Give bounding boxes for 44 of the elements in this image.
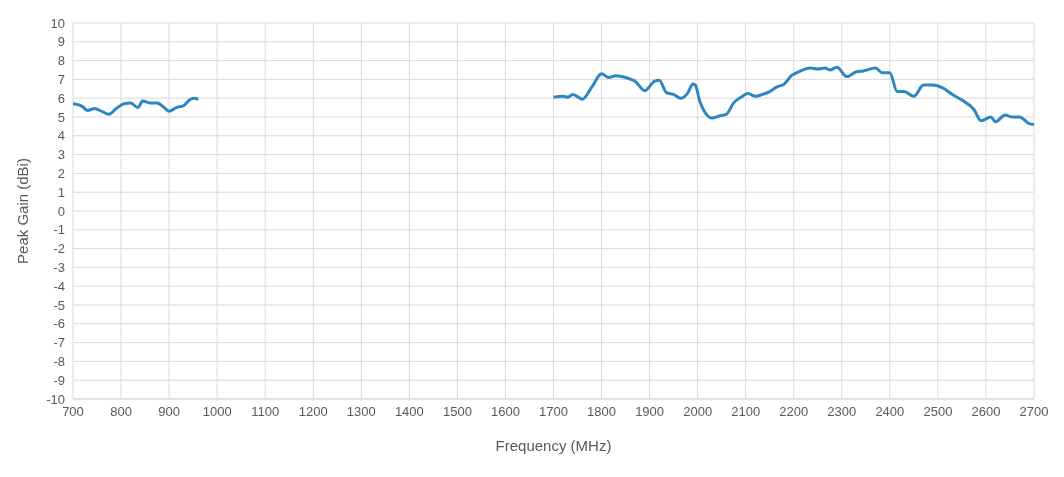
- x-tick-label: 2300: [827, 404, 857, 420]
- y-tick-label: -9: [53, 372, 65, 388]
- y-tick-label: 6: [57, 90, 65, 106]
- x-tick-label: 800: [110, 404, 132, 420]
- y-tick-label: 3: [57, 147, 65, 163]
- x-tick-label: 2700: [1019, 404, 1049, 420]
- x-tick-label: 1500: [442, 404, 472, 420]
- x-tick-label: 2400: [875, 404, 905, 420]
- x-tick-label: 1300: [346, 404, 376, 420]
- x-tick-label: 1900: [635, 404, 665, 420]
- x-tick-label: 2600: [971, 404, 1001, 420]
- x-tick-label: 2500: [923, 404, 953, 420]
- x-tick-label: 1000: [202, 404, 232, 420]
- y-tick-label: 9: [57, 34, 65, 50]
- y-axis-title: Peak Gain (dBi): [14, 158, 32, 264]
- x-tick-label: 900: [158, 404, 180, 420]
- x-tick-label: 2000: [683, 404, 713, 420]
- y-tick-label: 8: [57, 53, 65, 69]
- y-tick-label: -6: [53, 316, 65, 332]
- x-tick-label: 1200: [298, 404, 328, 420]
- x-axis-title: Frequency (MHz): [495, 437, 612, 454]
- y-tick-label: 0: [57, 203, 65, 219]
- y-tick-label: -10: [46, 391, 65, 407]
- y-tick-label: -4: [53, 278, 65, 294]
- y-tick-label: 10: [50, 15, 65, 31]
- y-tick-label: -1: [53, 222, 65, 238]
- x-tick-label: 1800: [587, 404, 617, 420]
- x-tick-label: 1100: [251, 404, 280, 420]
- x-tick-label: 700: [62, 404, 84, 420]
- y-tick-label: 4: [57, 128, 65, 144]
- x-tick-label: 2200: [779, 404, 809, 420]
- y-tick-label: 1: [57, 184, 65, 200]
- y-tick-label: -3: [53, 260, 65, 276]
- y-tick-label: -8: [53, 354, 65, 370]
- x-tick-label: 1400: [394, 404, 424, 420]
- y-tick-label: -5: [53, 297, 65, 313]
- y-tick-label: 7: [57, 72, 65, 88]
- y-tick-label: 5: [57, 109, 65, 125]
- y-tick-label: -7: [53, 335, 65, 351]
- y-tick-label: -2: [53, 241, 65, 257]
- x-tick-label: 1700: [539, 404, 568, 420]
- x-tick-label: 1600: [490, 404, 520, 420]
- x-tick-label: 2100: [731, 404, 761, 420]
- y-tick-label: 2: [57, 166, 65, 182]
